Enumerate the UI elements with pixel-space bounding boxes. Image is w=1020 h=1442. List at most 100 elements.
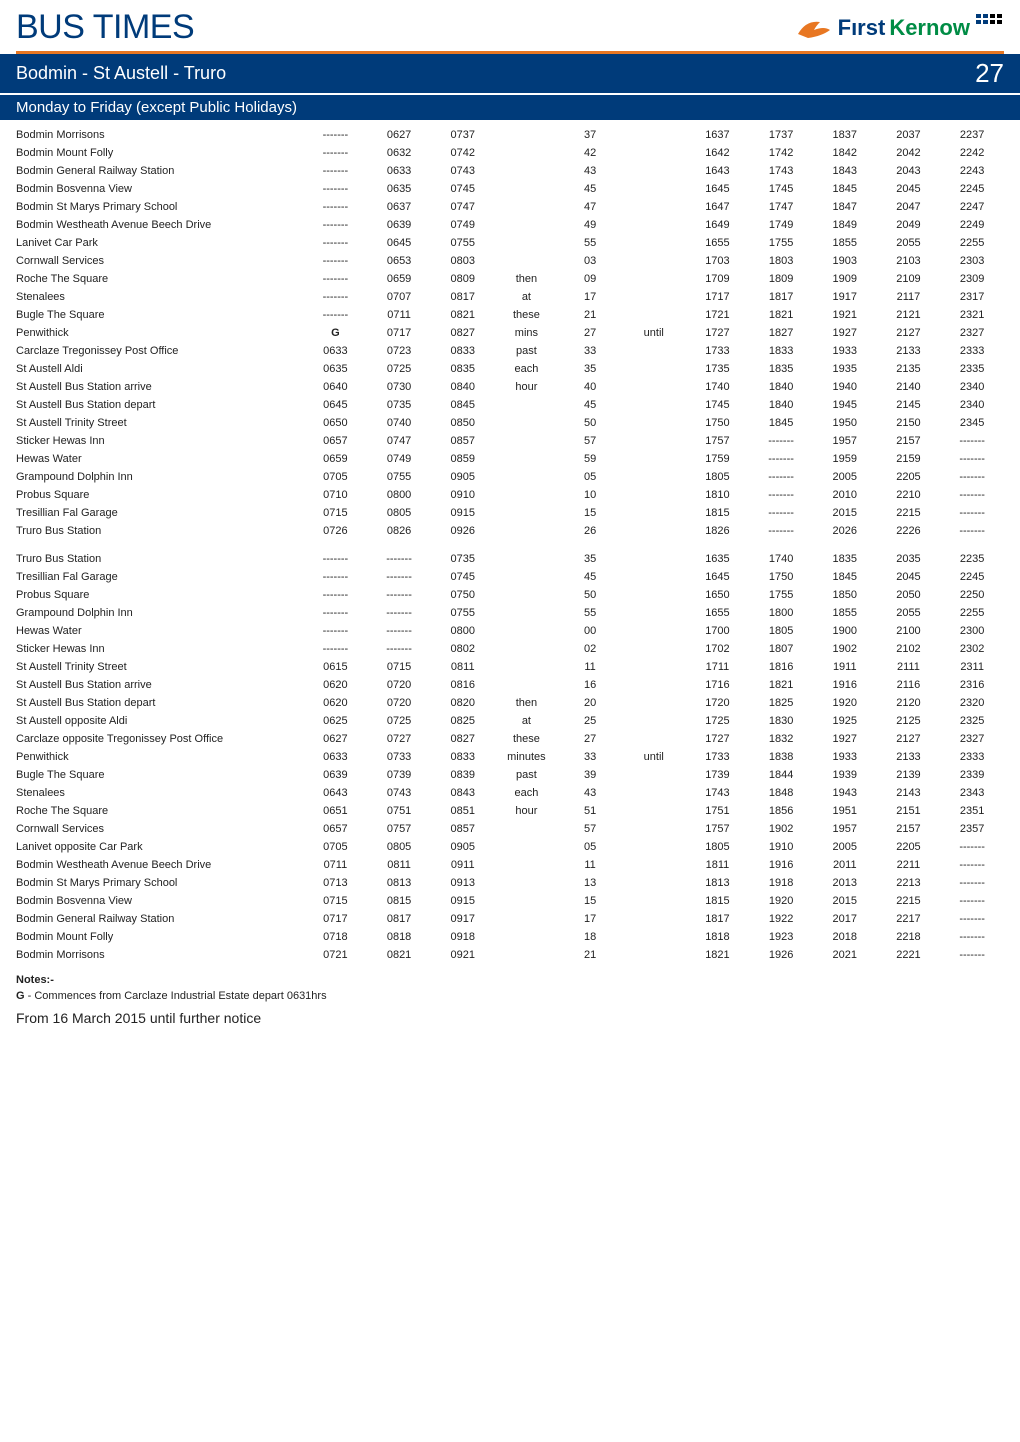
time-cell: 1747: [749, 198, 813, 216]
time-cell: -------: [304, 622, 368, 640]
time-cell: 11: [558, 856, 622, 874]
time-cell: G: [304, 324, 368, 342]
time-cell: -------: [304, 144, 368, 162]
table-row: St Austell Aldi063507250835each351735183…: [16, 360, 1004, 378]
stop-name: St Austell Bus Station arrive: [16, 676, 304, 694]
notes-g-letter: G: [16, 990, 25, 1002]
word-cell: [495, 874, 559, 892]
time-cell: 0645: [304, 396, 368, 414]
time-cell: 1827: [749, 324, 813, 342]
time-cell: 1842: [813, 144, 877, 162]
word-cell: [495, 414, 559, 432]
stop-name: Bodmin General Railway Station: [16, 910, 304, 928]
time-cell: 0818: [367, 928, 431, 946]
time-cell: 2117: [877, 288, 941, 306]
time-cell: 0803: [431, 252, 495, 270]
time-cell: 09: [558, 270, 622, 288]
time-cell: 0755: [431, 604, 495, 622]
time-cell: 0817: [367, 910, 431, 928]
time-cell: 2309: [940, 270, 1004, 288]
time-cell: 0635: [367, 180, 431, 198]
time-cell: 0715: [304, 892, 368, 910]
time-cell: 57: [558, 432, 622, 450]
time-cell: 1838: [749, 748, 813, 766]
time-cell: 2047: [877, 198, 941, 216]
time-cell: 1800: [749, 604, 813, 622]
time-cell: 0633: [304, 342, 368, 360]
time-cell: 0913: [431, 874, 495, 892]
time-cell: 0910: [431, 486, 495, 504]
time-cell: 0917: [431, 910, 495, 928]
time-cell: 2120: [877, 694, 941, 712]
time-cell: [622, 730, 686, 748]
time-cell: 2333: [940, 748, 1004, 766]
time-cell: 2035: [877, 550, 941, 568]
time-cell: 1925: [813, 712, 877, 730]
time-cell: 2339: [940, 766, 1004, 784]
time-cell: 0826: [367, 522, 431, 540]
word-cell: [495, 928, 559, 946]
time-cell: 2005: [813, 838, 877, 856]
time-cell: [622, 468, 686, 486]
time-cell: 50: [558, 414, 622, 432]
time-cell: 1933: [813, 748, 877, 766]
page-header: BUS TIMES FırstKernow: [0, 0, 1020, 51]
time-cell: -------: [304, 162, 368, 180]
time-cell: 0809: [431, 270, 495, 288]
time-cell: 1645: [686, 180, 750, 198]
time-cell: 1803: [749, 252, 813, 270]
time-cell: 27: [558, 730, 622, 748]
time-cell: 1703: [686, 252, 750, 270]
time-cell: 1909: [813, 270, 877, 288]
time-cell: 0751: [367, 802, 431, 820]
time-cell: 2018: [813, 928, 877, 946]
time-cell: [622, 856, 686, 874]
day-header: Monday to Friday (except Public Holidays…: [0, 95, 1020, 120]
table-row: St Austell Bus Station arrive06400730084…: [16, 378, 1004, 396]
stop-name: Bugle The Square: [16, 766, 304, 784]
time-cell: 2145: [877, 396, 941, 414]
route-bar: Bodmin - St Austell - Truro 27: [0, 54, 1020, 93]
time-cell: [622, 126, 686, 144]
time-cell: 2317: [940, 288, 1004, 306]
time-cell: 2255: [940, 604, 1004, 622]
timetable: Bodmin Morrisons-------06270737371637173…: [0, 120, 1020, 966]
time-cell: [622, 288, 686, 306]
time-cell: 39: [558, 766, 622, 784]
stop-name: Probus Square: [16, 586, 304, 604]
time-cell: 1847: [813, 198, 877, 216]
time-cell: 0726: [304, 522, 368, 540]
time-cell: -------: [304, 604, 368, 622]
time-cell: [622, 522, 686, 540]
time-cell: 2109: [877, 270, 941, 288]
time-cell: 2327: [940, 324, 1004, 342]
table-row: Bodmin Bosvenna View07150815091515181519…: [16, 892, 1004, 910]
time-cell: 0911: [431, 856, 495, 874]
time-cell: 2205: [877, 468, 941, 486]
time-cell: 1813: [686, 874, 750, 892]
time-cell: 0839: [431, 766, 495, 784]
time-cell: -------: [940, 522, 1004, 540]
time-cell: 1655: [686, 234, 750, 252]
time-cell: 1647: [686, 198, 750, 216]
table-row: Bugle The Square063907390839past39173918…: [16, 766, 1004, 784]
time-cell: 1727: [686, 730, 750, 748]
table-row: Bodmin General Railway Station-------063…: [16, 162, 1004, 180]
time-cell: 1717: [686, 288, 750, 306]
time-cell: 0815: [367, 892, 431, 910]
time-cell: 1637: [686, 126, 750, 144]
table-row: Cornwall Services06570757085757175719021…: [16, 820, 1004, 838]
stop-name: Hewas Water: [16, 450, 304, 468]
word-cell: [495, 820, 559, 838]
table-row: Probus Square071008000910101810-------20…: [16, 486, 1004, 504]
time-cell: [622, 342, 686, 360]
time-cell: 1843: [813, 162, 877, 180]
stop-name: Penwithick: [16, 748, 304, 766]
time-cell: 40: [558, 378, 622, 396]
time-cell: 17: [558, 288, 622, 306]
time-cell: [622, 820, 686, 838]
time-cell: 2150: [877, 414, 941, 432]
time-cell: 45: [558, 568, 622, 586]
time-cell: 1809: [749, 270, 813, 288]
time-cell: 2221: [877, 946, 941, 964]
